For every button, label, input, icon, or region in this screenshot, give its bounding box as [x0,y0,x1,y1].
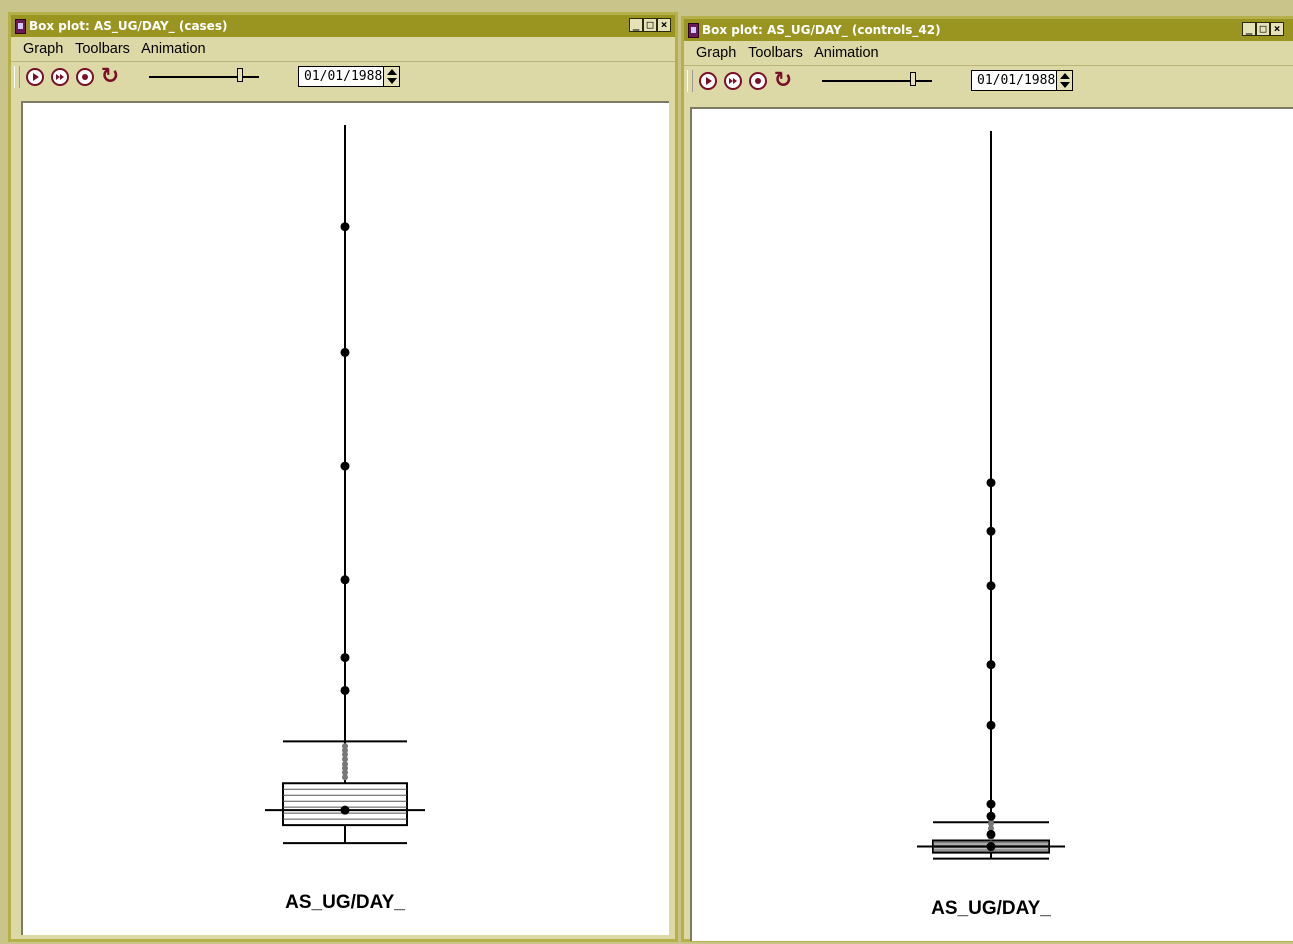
outlier-point [340,653,350,663]
menu-animation[interactable]: Animation [141,41,206,57]
window-controls: _ □ × [1242,22,1284,36]
app-icon[interactable] [688,23,699,38]
near-outlier-point [342,774,348,781]
box-plot-window-cases: Box plot: AS_UG/DAY_ (cases) _ □ × Graph… [8,12,678,942]
menu-bar: Graph Toolbars Animation [11,37,675,62]
title-bar[interactable]: Box plot: AS_UG/DAY_ (cases) _ □ × [11,15,675,37]
x-axis-label: AS_UG/DAY_ [285,892,405,913]
menu-bar: Graph Toolbars Animation [684,41,1293,66]
title-bar[interactable]: Box plot: AS_UG/DAY_ (controls_42) _ □ × [684,19,1293,41]
time-slider[interactable] [149,76,259,78]
minimize-button[interactable]: _ [1242,22,1256,36]
box-plot-chart: AS_UG/DAY_ [917,131,1065,919]
toolbar-grip[interactable] [14,66,20,88]
menu-toolbars[interactable]: Toolbars [748,45,803,61]
outlier-point [340,347,350,357]
date-field[interactable]: 01/01/1988 [298,66,400,87]
outlier-point [340,461,350,471]
time-slider[interactable] [822,80,932,82]
near-outlier-point [342,751,348,758]
close-button[interactable]: × [657,18,671,32]
menu-graph[interactable]: Graph [23,41,64,57]
outlier-point [986,829,996,839]
play-icon[interactable] [699,72,717,90]
reset-icon[interactable]: ↻ [100,64,120,89]
near-outlier-point [342,769,348,776]
maximize-button[interactable]: □ [1256,22,1270,36]
window-title: Box plot: AS_UG/DAY_ (cases) [29,19,228,33]
maximize-button[interactable]: □ [643,18,657,32]
box-plot-window-controls: Box plot: AS_UG/DAY_ (controls_42) _ □ ×… [681,16,1293,942]
near-outlier-point [988,820,994,827]
outlier-point [986,581,996,591]
outlier-point [986,720,996,730]
plot-area: AS_UG/DAY_ [690,107,1293,941]
plot-area: AS_UG/DAY_ [21,101,669,935]
menu-graph[interactable]: Graph [696,45,737,61]
date-value: 01/01/1988 [304,69,383,84]
spin-icon[interactable] [1056,71,1072,90]
mean-point [340,805,350,815]
close-button[interactable]: × [1270,22,1284,36]
reset-icon[interactable]: ↻ [773,68,793,93]
near-outlier-point [342,747,348,754]
menu-animation[interactable]: Animation [814,45,879,61]
box [282,782,408,827]
stop-icon[interactable] [76,68,94,86]
outlier-point [986,526,996,536]
fast-forward-icon[interactable] [724,72,742,90]
animation-toolbar: ↻ 01/01/1988 [11,62,675,92]
outlier-point [340,685,350,695]
outlier-point [986,811,996,821]
outlier-point [986,660,996,670]
app-icon[interactable] [15,19,26,34]
near-outlier-point [342,765,348,772]
toolbar-grip[interactable] [687,70,693,92]
stop-icon[interactable] [749,72,767,90]
outlier-point [986,478,996,488]
outlier-point [340,575,350,585]
x-axis-label: AS_UG/DAY_ [931,898,1051,919]
outlier-point [986,799,996,809]
slider-thumb[interactable] [910,72,916,86]
near-outlier-point [342,743,348,750]
near-outlier-point [988,825,994,832]
outlier-point [340,222,350,232]
slider-thumb[interactable] [237,68,243,82]
fast-forward-icon[interactable] [51,68,69,86]
animation-toolbar: ↻ 01/01/1988 [684,66,1293,96]
minimize-button[interactable]: _ [629,18,643,32]
window-controls: _ □ × [629,18,671,32]
play-icon[interactable] [26,68,44,86]
menu-toolbars[interactable]: Toolbars [75,41,130,57]
near-outlier-point [342,761,348,768]
near-outlier-point [342,756,348,763]
window-title: Box plot: AS_UG/DAY_ (controls_42) [702,23,941,37]
mean-point [986,842,996,852]
spin-icon[interactable] [383,67,399,86]
date-field[interactable]: 01/01/1988 [971,70,1073,91]
date-value: 01/01/1988 [977,73,1056,88]
box-plot-chart: AS_UG/DAY_ [265,125,425,913]
